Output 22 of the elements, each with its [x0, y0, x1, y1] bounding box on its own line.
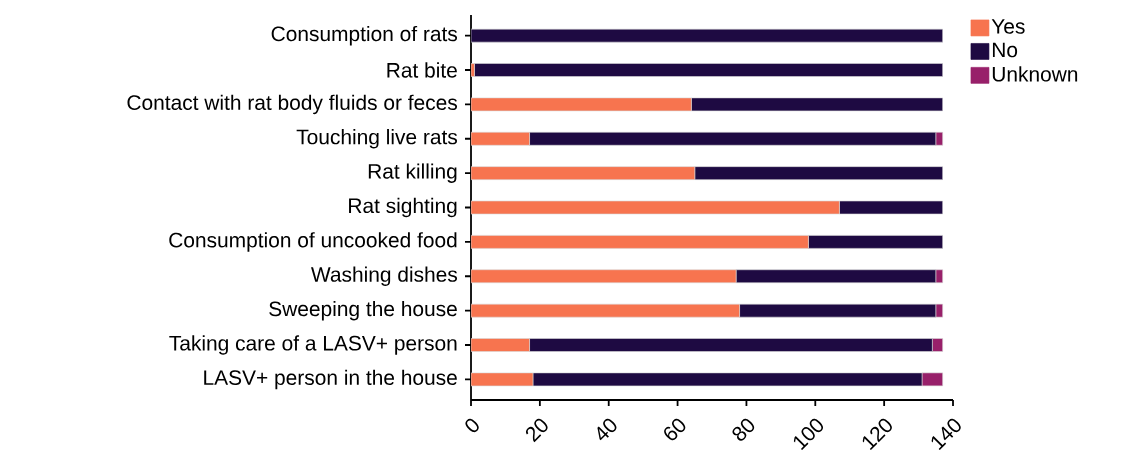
x-tick-label: 0	[465, 418, 479, 433]
legend-label: Unknown	[992, 66, 1078, 82]
y-tick-label: Contact with rat body fluids or feces	[127, 94, 458, 115]
y-tick-label: Rat bite	[387, 62, 457, 78]
y-tick-label: Rat sighting	[349, 197, 457, 218]
y-tick-label: Washing dishes	[311, 266, 458, 287]
y-tick-label: Taking care of a LASV+ person	[169, 335, 457, 355]
x-tick-label: 40	[597, 418, 617, 441]
x-tick-label: 60	[664, 418, 686, 441]
y-tick-label: Consumption of rats	[271, 25, 458, 46]
legend-label: Yes	[991, 19, 1025, 34]
y-tick-label: Sweeping the house	[269, 300, 457, 321]
x-tick-label: 140	[931, 418, 961, 450]
y-tick-label: LASV+ person in the house	[204, 369, 457, 390]
x-tick-label: 20	[525, 418, 548, 443]
x-tick-label: 80	[732, 418, 755, 441]
y-tick-label: Touching live rats	[296, 129, 458, 149]
legend-label: No	[992, 42, 1018, 58]
x-tick-label: 120	[862, 418, 892, 450]
x-tick-label: 100	[793, 418, 824, 450]
y-tick-label: Rat killing	[368, 163, 457, 183]
y-tick-label: Consumption of uncooked food	[169, 232, 457, 252]
